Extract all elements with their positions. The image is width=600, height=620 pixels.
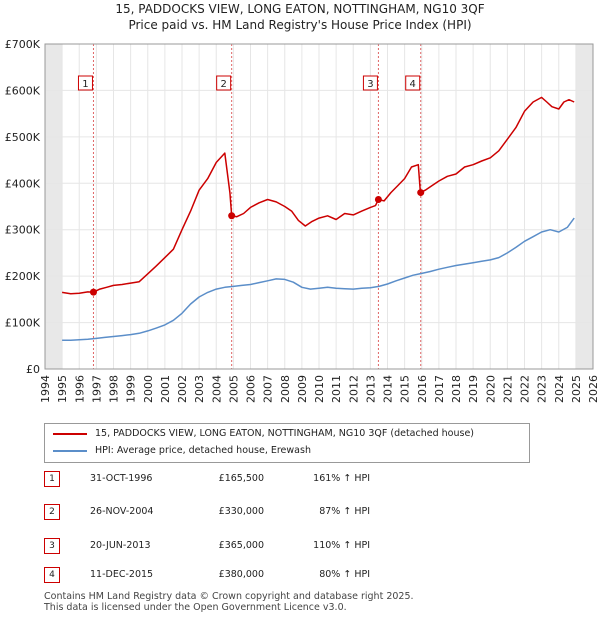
sale-marker-box bbox=[405, 75, 421, 91]
legend-item-hpi: HPI: Average price, detached house, Erew… bbox=[53, 443, 311, 459]
y-tick-label: £200K bbox=[5, 270, 41, 283]
legend-swatch-hpi bbox=[53, 449, 87, 452]
sale-hpi-change: 87% ↑ HPI bbox=[319, 506, 370, 517]
footer-copyright: Contains HM Land Registry data © Crown c… bbox=[44, 591, 414, 602]
y-tick-label: £100K bbox=[5, 317, 41, 330]
legend-label-property: 15, PADDOCKS VIEW, LONG EATON, NOTTINGHA… bbox=[95, 428, 474, 439]
sale-hpi-change: 161% ↑ HPI bbox=[313, 473, 370, 484]
x-tick-label: 1997 bbox=[90, 375, 103, 403]
sale-number-badge: 4 bbox=[44, 567, 60, 583]
y-tick-label: £0 bbox=[26, 363, 40, 376]
x-tick-label: 2013 bbox=[364, 375, 377, 403]
sale-hpi-change: 110% ↑ HPI bbox=[313, 540, 370, 551]
x-tick-label: 2014 bbox=[382, 375, 395, 403]
shaded-range bbox=[575, 44, 593, 369]
legend-swatch-property bbox=[53, 432, 87, 435]
x-tick-label: 1996 bbox=[73, 375, 86, 403]
x-tick-label: 1994 bbox=[39, 375, 52, 403]
sale-point bbox=[89, 288, 97, 296]
sale-hpi-change: 80% ↑ HPI bbox=[319, 569, 370, 580]
x-tick-label: 2011 bbox=[330, 375, 343, 403]
x-tick-label: 2023 bbox=[536, 375, 549, 403]
sale-number-badge: 1 bbox=[44, 471, 60, 487]
x-tick-label: 2001 bbox=[159, 375, 172, 403]
x-tick-label: 2022 bbox=[519, 375, 532, 403]
sale-marker-label: 4 bbox=[410, 79, 416, 90]
sale-row: 1 31-OCT-1996 £165,500 161% ↑ HPI bbox=[44, 471, 444, 487]
sale-price: £365,000 bbox=[218, 540, 264, 551]
series-line-hpi bbox=[62, 217, 575, 341]
x-tick-label: 1995 bbox=[56, 375, 69, 403]
sale-date: 20-JUN-2013 bbox=[90, 540, 151, 551]
sale-marker-box bbox=[77, 75, 93, 91]
sale-marker-box bbox=[216, 75, 232, 91]
y-tick-label: £700K bbox=[5, 38, 41, 51]
x-tick-label: 2009 bbox=[296, 375, 309, 403]
sale-point bbox=[417, 189, 425, 197]
sale-price: £165,500 bbox=[218, 473, 264, 484]
legend-label-hpi: HPI: Average price, detached house, Erew… bbox=[95, 445, 311, 456]
footer-license: This data is licensed under the Open Gov… bbox=[44, 602, 347, 613]
sale-row: 2 26-NOV-2004 £330,000 87% ↑ HPI bbox=[44, 504, 444, 520]
sale-marker-label: 3 bbox=[367, 79, 373, 90]
x-tick-label: 2020 bbox=[484, 375, 497, 403]
x-tick-label: 2016 bbox=[416, 375, 429, 403]
sale-number-badge: 3 bbox=[44, 538, 60, 554]
x-tick-label: 2010 bbox=[313, 375, 326, 403]
plot-border bbox=[44, 43, 594, 370]
x-tick-label: 2019 bbox=[467, 375, 480, 403]
x-tick-label: 2006 bbox=[245, 375, 258, 403]
chart-title: 15, PADDOCKS VIEW, LONG EATON, NOTTINGHA… bbox=[115, 2, 485, 16]
sale-row: 4 11-DEC-2015 £380,000 80% ↑ HPI bbox=[44, 567, 444, 583]
sale-number-badge: 2 bbox=[44, 504, 60, 520]
sale-date: 11-DEC-2015 bbox=[90, 569, 154, 580]
sale-row: 3 20-JUN-2013 £365,000 110% ↑ HPI bbox=[44, 538, 444, 554]
x-tick-label: 2002 bbox=[176, 375, 189, 403]
sale-point bbox=[374, 196, 382, 204]
sale-marker-label: 1 bbox=[82, 79, 88, 90]
footer: Contains HM Land Registry data © Crown c… bbox=[44, 591, 414, 613]
x-tick-label: 2008 bbox=[279, 375, 292, 403]
x-tick-label: 1998 bbox=[108, 375, 121, 403]
price-chart: £0 £100K £200K £300K £400K £500K £600K £700K 199… bbox=[5, 38, 600, 403]
x-tick-label: 2018 bbox=[450, 375, 463, 403]
sale-price: £330,000 bbox=[218, 506, 264, 517]
x-tick-label: 1999 bbox=[125, 375, 138, 403]
x-tick-label: 2021 bbox=[501, 375, 514, 403]
shaded-range bbox=[45, 44, 63, 369]
y-tick-label: £500K bbox=[5, 131, 41, 144]
x-tick-label: 2015 bbox=[399, 375, 412, 403]
y-tick-label: £600K bbox=[5, 84, 41, 97]
legend: 15, PADDOCKS VIEW, LONG EATON, NOTTINGHA… bbox=[44, 423, 530, 463]
sale-date: 26-NOV-2004 bbox=[90, 506, 154, 517]
y-tick-label: £400K bbox=[5, 177, 41, 190]
x-tick-label: 2026 bbox=[587, 375, 600, 403]
x-tick-label: 2024 bbox=[553, 375, 566, 403]
y-tick-label: £300K bbox=[5, 224, 41, 237]
x-tick-label: 2007 bbox=[262, 375, 275, 403]
x-tick-label: 2025 bbox=[570, 375, 583, 403]
legend-item-property: 15, PADDOCKS VIEW, LONG EATON, NOTTINGHA… bbox=[53, 426, 474, 442]
chart-subtitle: Price paid vs. HM Land Registry's House … bbox=[128, 18, 472, 32]
sale-marker-label: 2 bbox=[220, 79, 226, 90]
x-tick-label: 2005 bbox=[227, 375, 240, 403]
sale-point bbox=[228, 212, 236, 220]
sale-marker-box bbox=[362, 75, 378, 91]
sale-price: £380,000 bbox=[218, 569, 264, 580]
x-tick-label: 2012 bbox=[347, 375, 360, 403]
sale-date: 31-OCT-1996 bbox=[90, 473, 153, 484]
x-tick-label: 2000 bbox=[142, 375, 155, 403]
x-tick-label: 2017 bbox=[433, 375, 446, 403]
series-line-property bbox=[61, 96, 575, 295]
x-tick-label: 2003 bbox=[193, 375, 206, 403]
x-tick-label: 2004 bbox=[210, 375, 223, 403]
